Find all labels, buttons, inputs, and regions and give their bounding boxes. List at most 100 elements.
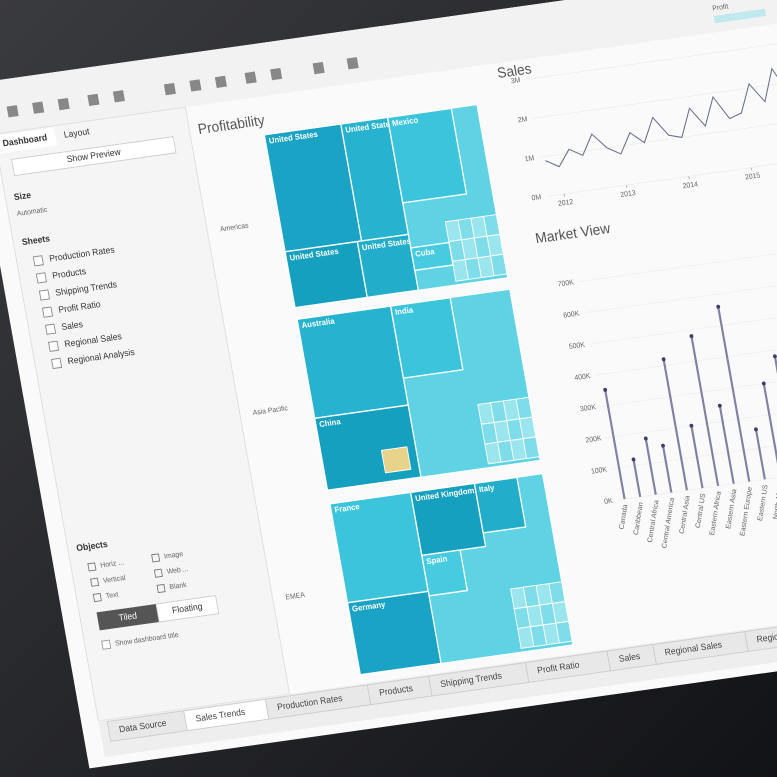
grid-line: [538, 117, 777, 159]
value-range: [690, 335, 720, 487]
x-tick-label: 2012: [557, 198, 574, 208]
sheet-icon: [48, 340, 60, 352]
small-cell: [490, 253, 508, 277]
size-heading: Size: [13, 190, 32, 203]
object-item[interactable]: Horiz ...: [100, 558, 125, 569]
value-dot: [717, 403, 722, 408]
sheet-tab-label[interactable]: Products: [378, 683, 414, 698]
grid-line: [531, 78, 777, 120]
grid-line: [577, 241, 777, 283]
object-icon: [153, 568, 163, 578]
grid-line: [583, 272, 777, 314]
small-cell: [522, 436, 540, 460]
object-item[interactable]: Web ...: [166, 565, 189, 576]
value-dot: [631, 457, 636, 462]
value-range: [604, 389, 626, 500]
value-dot: [643, 436, 648, 441]
category-label: North Africa: [772, 482, 777, 521]
treemap-label: Mexico: [391, 115, 419, 128]
treemap-label: Spain: [426, 554, 449, 566]
value-dot: [661, 443, 665, 448]
sheet-tab-label[interactable]: Sales: [618, 651, 642, 664]
tiled-label[interactable]: Tiled: [118, 610, 138, 623]
x-tick-label: 2014: [682, 180, 699, 190]
floating-button[interactable]: [155, 595, 220, 623]
object-icon: [151, 553, 161, 563]
sheet-icon: [35, 272, 47, 284]
value-range: [718, 405, 735, 484]
y-tick-label: 600K: [563, 309, 581, 319]
sheet-icon: [38, 289, 51, 301]
category-label: Canada: [618, 504, 630, 531]
x-tick-label: 2013: [620, 189, 637, 199]
grid-line: [600, 366, 777, 408]
toolbar-icons: [6, 57, 359, 118]
sales-line: [545, 53, 777, 168]
tiled-button[interactable]: [96, 604, 160, 631]
grid-line: [611, 428, 777, 470]
highlight-cell: [380, 446, 412, 474]
treemap-cell[interactable]: [386, 107, 468, 204]
object-item[interactable]: Text: [105, 590, 119, 600]
value-dot: [761, 381, 766, 386]
treemap-label: Cuba: [415, 247, 436, 259]
value-range: [762, 383, 777, 478]
value-range: [690, 425, 704, 489]
grid-line: [545, 156, 777, 198]
region-label: EMEA: [285, 591, 306, 602]
object-icon: [156, 583, 166, 594]
objects-heading: Objects: [75, 539, 108, 554]
treemap-label: India: [394, 305, 414, 317]
sheet-tab[interactable]: [744, 615, 777, 652]
treemap-cell[interactable]: [409, 241, 454, 272]
treemap-cell[interactable]: [346, 590, 442, 676]
show-title-checkbox[interactable]: [101, 639, 112, 650]
sheet-item[interactable]: Products: [51, 266, 87, 281]
y-tick-label: 300K: [579, 403, 597, 413]
sheet-icon: [32, 255, 44, 267]
grid-line: [588, 304, 777, 345]
dashboard-tab-bg[interactable]: [0, 127, 58, 155]
region-label: Americas: [219, 221, 249, 233]
value-dot: [716, 304, 721, 309]
object-item[interactable]: Blank: [169, 581, 188, 592]
object-icon: [90, 577, 100, 587]
show-preview-button[interactable]: [11, 136, 177, 177]
sheets-heading: Sheets: [21, 233, 51, 247]
y-tick-label: 1M: [524, 154, 535, 163]
sheet-item[interactable]: Sales: [61, 319, 85, 332]
y-tick-label: 200K: [585, 434, 603, 444]
value-range: [754, 429, 766, 480]
value-dot: [689, 334, 694, 339]
value-dot: [661, 357, 666, 362]
value-range: [661, 445, 673, 493]
treemap-cell[interactable]: [389, 296, 464, 379]
object-icon: [92, 592, 102, 603]
grid-line: [616, 460, 777, 501]
sheet-icon: [41, 306, 54, 318]
y-tick-label: 2M: [517, 115, 528, 124]
treemap-label: Italy: [478, 483, 495, 494]
floating-label[interactable]: Floating: [171, 601, 203, 615]
y-tick-label: 3M: [510, 76, 521, 85]
value-range: [717, 306, 751, 482]
value-range: [662, 359, 688, 491]
object-item[interactable]: Image: [163, 550, 183, 561]
sheet-icon: [51, 357, 63, 370]
value-dot: [689, 423, 694, 428]
object-item[interactable]: Vertical: [102, 574, 126, 585]
y-tick-label: 0K: [603, 497, 613, 506]
layout-tab[interactable]: Layout: [63, 126, 91, 140]
treemap-label: France: [334, 502, 361, 515]
treemap-cell[interactable]: [421, 549, 469, 597]
value-dot: [754, 427, 758, 432]
legend-swatch: [713, 8, 766, 24]
treemap-label: Australia: [301, 316, 336, 330]
y-tick-label: 0M: [531, 193, 542, 202]
toolbar: [0, 0, 777, 137]
treemap-cell[interactable]: [473, 476, 527, 534]
legend-title: Profit: [712, 2, 729, 12]
small-cell: [555, 620, 573, 644]
